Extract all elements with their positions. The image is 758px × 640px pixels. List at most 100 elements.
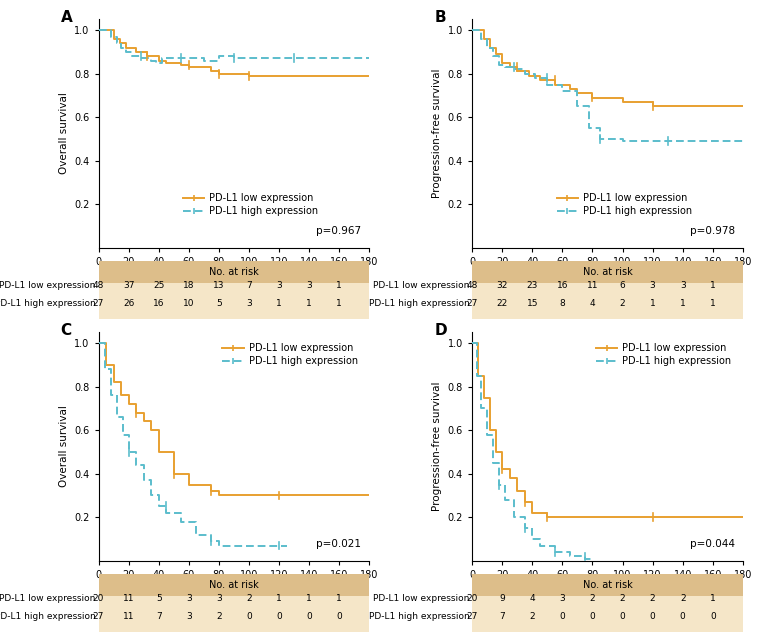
Text: 3: 3 <box>216 593 222 603</box>
Text: 26: 26 <box>123 299 134 308</box>
Text: 5: 5 <box>156 593 161 603</box>
Text: 1: 1 <box>650 299 656 308</box>
Text: PD-L1 high expression: PD-L1 high expression <box>0 299 96 308</box>
Text: PD-L1 low expression: PD-L1 low expression <box>0 280 96 289</box>
Text: 1: 1 <box>337 299 342 308</box>
Text: 27: 27 <box>92 612 105 621</box>
Text: No. at risk: No. at risk <box>209 580 258 590</box>
Text: 0: 0 <box>680 612 685 621</box>
Text: 16: 16 <box>153 299 164 308</box>
Text: 6: 6 <box>619 280 625 289</box>
Text: PD-L1 high expression: PD-L1 high expression <box>0 612 96 621</box>
Bar <box>99 574 369 596</box>
Y-axis label: Progression-free survival: Progression-free survival <box>432 68 442 198</box>
Text: 0: 0 <box>337 612 342 621</box>
Text: 8: 8 <box>559 299 565 308</box>
Text: 32: 32 <box>496 280 508 289</box>
Text: 1: 1 <box>710 593 716 603</box>
X-axis label: Time (mo): Time (mo) <box>581 586 634 595</box>
X-axis label: Time (mo): Time (mo) <box>581 273 634 282</box>
Text: 2: 2 <box>216 612 221 621</box>
X-axis label: Time (mo): Time (mo) <box>208 273 261 282</box>
Text: 2: 2 <box>246 593 252 603</box>
Text: 0: 0 <box>276 612 282 621</box>
Text: 1: 1 <box>306 593 312 603</box>
Text: A: A <box>61 10 73 25</box>
Text: 2: 2 <box>590 593 595 603</box>
Text: 0: 0 <box>559 612 565 621</box>
Text: 1: 1 <box>710 280 716 289</box>
Text: 0: 0 <box>710 612 716 621</box>
Text: PD-L1 low expression: PD-L1 low expression <box>373 280 469 289</box>
Legend: PD-L1 low expression, PD-L1 high expression: PD-L1 low expression, PD-L1 high express… <box>592 339 735 370</box>
Text: 0: 0 <box>246 612 252 621</box>
Text: 2: 2 <box>620 593 625 603</box>
Text: 48: 48 <box>466 280 478 289</box>
Text: 1: 1 <box>337 280 342 289</box>
Text: 0: 0 <box>306 612 312 621</box>
Text: 3: 3 <box>186 593 192 603</box>
Text: 0: 0 <box>590 612 595 621</box>
Text: C: C <box>61 323 72 338</box>
Y-axis label: Overall survival: Overall survival <box>58 93 68 175</box>
Text: 2: 2 <box>680 593 685 603</box>
Text: 0: 0 <box>650 612 656 621</box>
Text: 3: 3 <box>276 280 282 289</box>
Text: p=0.021: p=0.021 <box>316 540 361 549</box>
Bar <box>472 574 743 596</box>
Text: 7: 7 <box>246 280 252 289</box>
Text: 3: 3 <box>680 280 685 289</box>
Text: B: B <box>434 10 446 25</box>
Text: p=0.044: p=0.044 <box>690 540 735 549</box>
Text: 22: 22 <box>496 299 508 308</box>
Text: 1: 1 <box>337 593 342 603</box>
Text: 10: 10 <box>183 299 195 308</box>
Text: No. at risk: No. at risk <box>583 580 632 590</box>
Text: 48: 48 <box>92 280 105 289</box>
Text: 2: 2 <box>530 612 535 621</box>
Text: 3: 3 <box>650 280 656 289</box>
Text: No. at risk: No. at risk <box>583 267 632 277</box>
Text: p=0.978: p=0.978 <box>690 227 735 236</box>
Text: 1: 1 <box>680 299 685 308</box>
Text: 11: 11 <box>587 280 598 289</box>
Text: 27: 27 <box>466 612 478 621</box>
Text: 3: 3 <box>246 299 252 308</box>
Text: 7: 7 <box>500 612 505 621</box>
Y-axis label: Overall survival: Overall survival <box>58 406 68 488</box>
Text: 4: 4 <box>590 299 595 308</box>
Text: 1: 1 <box>710 299 716 308</box>
Bar <box>472 596 743 632</box>
Bar <box>472 283 743 319</box>
Text: 1: 1 <box>306 299 312 308</box>
Text: 23: 23 <box>527 280 538 289</box>
Text: 3: 3 <box>186 612 192 621</box>
Legend: PD-L1 low expression, PD-L1 high expression: PD-L1 low expression, PD-L1 high express… <box>553 189 696 220</box>
Text: 27: 27 <box>466 299 478 308</box>
Text: 20: 20 <box>466 593 478 603</box>
Text: 4: 4 <box>530 593 535 603</box>
Text: 3: 3 <box>306 280 312 289</box>
Legend: PD-L1 low expression, PD-L1 high expression: PD-L1 low expression, PD-L1 high express… <box>218 339 362 370</box>
Y-axis label: Progression-free survival: Progression-free survival <box>432 381 442 511</box>
Text: 27: 27 <box>92 299 105 308</box>
Text: 16: 16 <box>556 280 568 289</box>
Text: 5: 5 <box>216 299 222 308</box>
Text: 13: 13 <box>213 280 224 289</box>
Text: 11: 11 <box>123 593 134 603</box>
Text: 15: 15 <box>527 299 538 308</box>
Text: 18: 18 <box>183 280 195 289</box>
Text: 7: 7 <box>156 612 161 621</box>
Text: D: D <box>434 323 447 338</box>
Text: 0: 0 <box>619 612 625 621</box>
Text: PD-L1 high expression: PD-L1 high expression <box>368 612 469 621</box>
Text: 9: 9 <box>500 593 505 603</box>
Bar <box>472 261 743 283</box>
Text: 20: 20 <box>92 593 105 603</box>
Bar <box>99 596 369 632</box>
Bar <box>99 261 369 283</box>
Text: 11: 11 <box>123 612 134 621</box>
Text: No. at risk: No. at risk <box>209 267 258 277</box>
Text: 25: 25 <box>153 280 164 289</box>
Text: 2: 2 <box>650 593 656 603</box>
